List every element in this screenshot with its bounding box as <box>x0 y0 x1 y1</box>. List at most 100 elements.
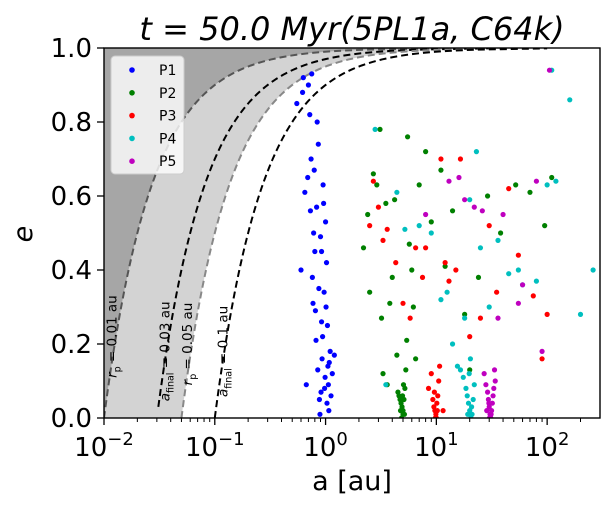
data-point <box>397 408 404 414</box>
data-point <box>484 408 490 414</box>
data-point <box>477 245 484 251</box>
data-point <box>469 411 475 417</box>
data-point <box>360 245 367 251</box>
y-tick-label: 0.2 <box>51 330 92 360</box>
data-point <box>590 267 596 273</box>
y-tick-label: 0.0 <box>51 404 92 434</box>
data-point <box>513 182 519 188</box>
data-point <box>302 189 308 195</box>
data-point <box>324 322 331 329</box>
data-point <box>475 274 482 280</box>
data-point <box>483 382 489 388</box>
data-point <box>416 182 422 188</box>
data-point <box>460 374 466 380</box>
data-point <box>322 374 328 380</box>
data-point <box>319 356 325 362</box>
data-point <box>305 82 312 88</box>
y-tick-label: 0.4 <box>51 256 92 286</box>
data-point <box>430 396 436 403</box>
data-point <box>377 126 383 132</box>
data-point <box>323 260 330 266</box>
data-point <box>428 219 434 225</box>
data-point <box>370 178 376 184</box>
data-point <box>549 174 555 181</box>
axis-ticks: 10−2 10−1 100 101 102 0.0 0.2 0.4 0.6 0.8 1.0 <box>51 34 581 463</box>
data-point <box>491 367 498 373</box>
data-point <box>454 363 461 369</box>
data-point <box>500 211 506 218</box>
legend-marker <box>129 67 135 73</box>
data-point <box>486 223 492 229</box>
data-point <box>428 230 434 236</box>
data-point <box>380 237 386 243</box>
data-point <box>553 178 559 184</box>
series-p1 <box>294 71 337 417</box>
series-p4 <box>372 67 596 418</box>
legend-label: P2 <box>159 86 176 102</box>
data-point <box>314 204 320 210</box>
boundary-curve <box>213 48 548 418</box>
data-point <box>370 171 376 177</box>
data-point <box>331 352 337 358</box>
data-point <box>401 411 408 417</box>
data-point <box>317 234 324 240</box>
data-point <box>457 367 464 373</box>
data-point <box>416 223 422 229</box>
data-point <box>317 411 323 417</box>
data-point <box>477 315 484 321</box>
data-point <box>515 300 521 306</box>
data-point <box>490 393 496 399</box>
data-point <box>383 200 389 206</box>
data-point <box>467 356 474 362</box>
y-tick-label: 1.0 <box>51 34 92 64</box>
series-p3 <box>367 156 550 418</box>
data-point <box>309 274 315 280</box>
data-point <box>530 293 536 299</box>
data-point <box>506 186 512 192</box>
data-point <box>404 337 410 343</box>
data-point <box>467 334 473 340</box>
data-point <box>392 197 398 203</box>
data-point <box>506 271 512 277</box>
data-point <box>434 408 440 414</box>
data-point <box>544 311 550 317</box>
data-point <box>515 252 521 258</box>
data-point <box>309 71 315 77</box>
y-tick-label: 0.8 <box>51 108 92 138</box>
data-point <box>305 174 311 181</box>
data-point <box>494 289 500 295</box>
data-point <box>367 223 373 229</box>
data-point <box>367 289 373 295</box>
data-point <box>486 400 492 406</box>
curve-label: afinal = 0.1 au <box>215 306 234 397</box>
data-point <box>462 311 468 317</box>
y-tick-label: 0.6 <box>51 182 92 212</box>
data-point <box>389 274 395 280</box>
data-point <box>539 356 545 362</box>
boundary-curve <box>157 48 490 408</box>
data-point <box>315 141 321 147</box>
data-point <box>322 385 328 391</box>
data-point <box>444 289 450 295</box>
data-point <box>491 385 497 391</box>
data-point <box>399 393 406 399</box>
data-point <box>446 278 452 284</box>
curve-label: rp = 0.05 au <box>180 303 199 386</box>
data-point <box>312 308 319 314</box>
data-point <box>393 260 399 266</box>
data-point <box>527 189 533 195</box>
data-point <box>324 400 330 406</box>
data-point <box>546 67 553 73</box>
x-tick-label: 102 <box>525 429 570 463</box>
data-point <box>383 382 389 388</box>
data-point <box>471 382 477 388</box>
data-point <box>374 182 380 188</box>
data-point <box>465 411 471 417</box>
data-point <box>400 382 407 388</box>
data-point <box>462 315 468 321</box>
legend-label: P3 <box>159 109 176 125</box>
data-point <box>449 208 456 214</box>
data-point <box>326 408 332 414</box>
data-point <box>407 315 413 321</box>
